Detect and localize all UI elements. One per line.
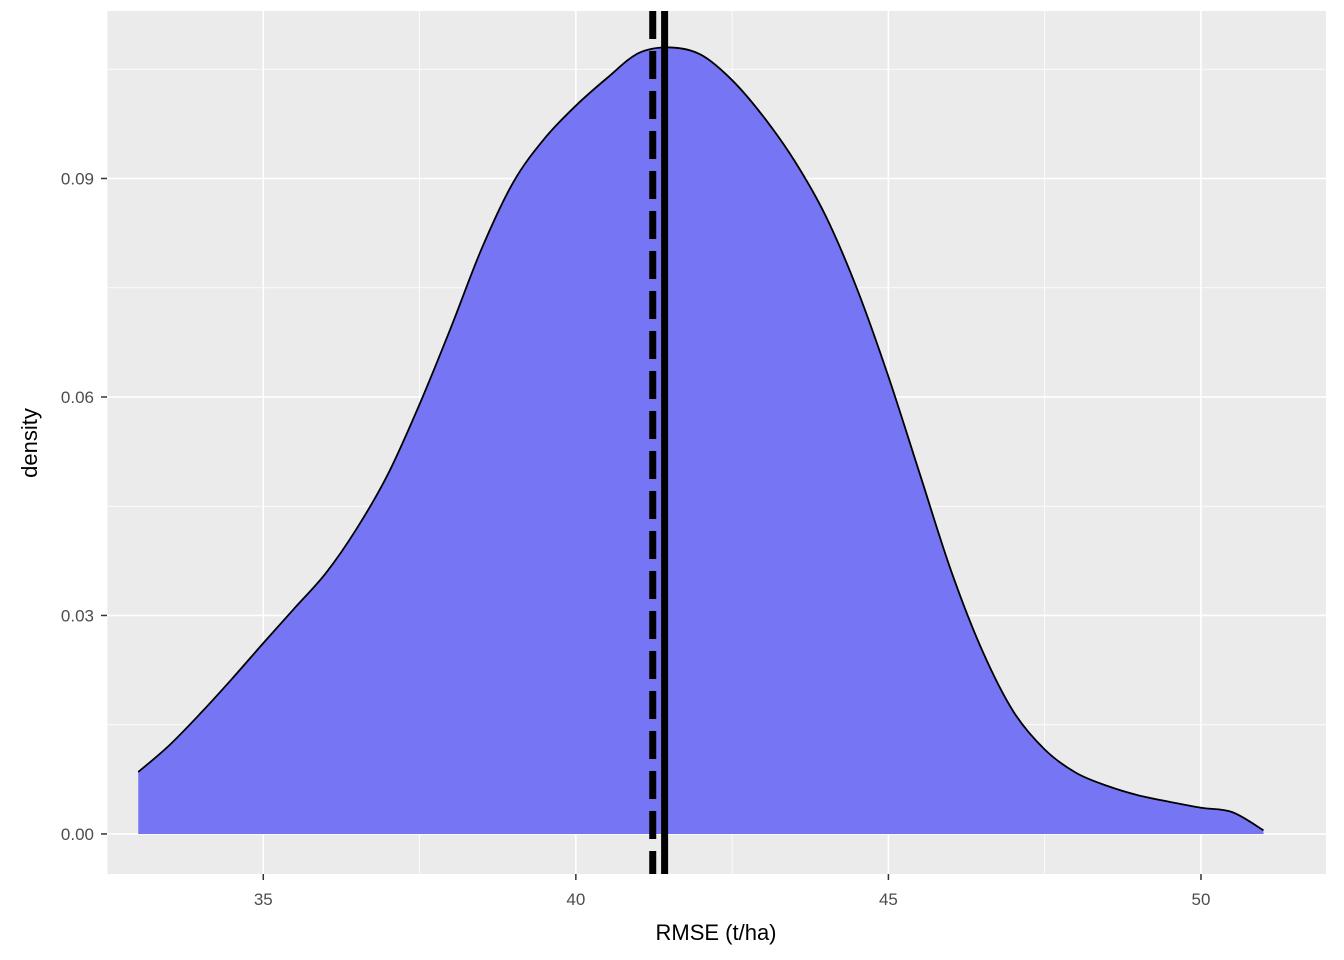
x-axis-title: RMSE (t/ha) xyxy=(655,920,776,945)
x-tick-label: 40 xyxy=(566,890,585,909)
density-outline xyxy=(137,46,1264,832)
y-axis: 0.00 0.03 0.06 0.09 xyxy=(61,170,107,844)
y-tick-label: 0.09 xyxy=(61,170,94,189)
x-tick-label: 35 xyxy=(254,890,273,909)
y-tick-label: 0.00 xyxy=(61,825,94,844)
x-tick-label: 45 xyxy=(879,890,898,909)
x-tick-label: 50 xyxy=(1192,890,1211,909)
y-tick-label: 0.03 xyxy=(61,606,94,625)
y-tick-label: 0.06 xyxy=(61,388,94,407)
y-axis-title: density xyxy=(17,408,42,478)
x-axis: 35 40 45 50 xyxy=(254,874,1211,909)
density-area xyxy=(138,47,1264,834)
